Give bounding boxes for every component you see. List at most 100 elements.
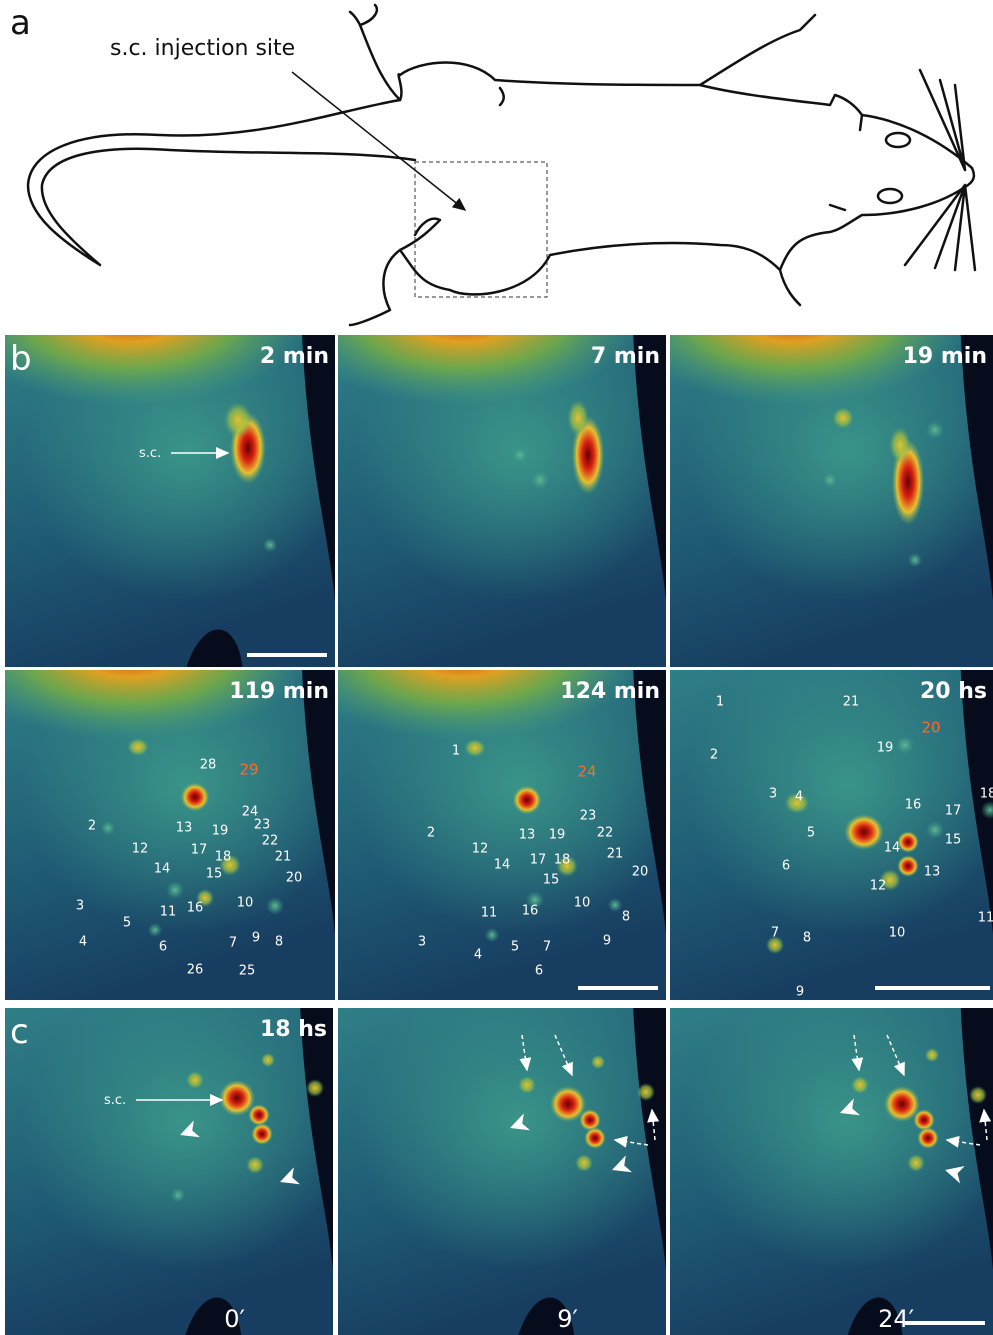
fluorescent-spot xyxy=(148,923,162,937)
annotation: s.c. xyxy=(139,446,161,461)
spot-number: 17 xyxy=(191,843,208,858)
spot-number: 11 xyxy=(160,905,177,920)
fluorescent-spot xyxy=(248,1104,270,1126)
fluorescent-spot xyxy=(925,1048,939,1062)
fluorescent-spot xyxy=(518,1076,536,1094)
spot-number: 10 xyxy=(237,896,254,911)
spot-number: 25 xyxy=(239,964,256,979)
panel-letter: c xyxy=(10,1012,29,1052)
fluorescent-spot xyxy=(127,738,149,756)
fluorescent-spot xyxy=(584,1127,606,1149)
fluorescent-spot xyxy=(485,928,499,942)
spot-number: 21 xyxy=(843,695,860,710)
fluorescent-spot xyxy=(575,1154,593,1172)
spot-number: 29 xyxy=(239,761,258,779)
fluorescent-spot xyxy=(181,783,210,812)
spot-number: 21 xyxy=(607,847,624,862)
fluorescent-spot xyxy=(897,855,919,877)
spot-number: 20 xyxy=(286,871,303,886)
spot-number: 15 xyxy=(945,833,962,848)
spot-number: 7 xyxy=(771,926,779,941)
image-frame: 7 min xyxy=(282,225,682,667)
image xyxy=(0,225,352,667)
fluorescent-spot xyxy=(823,473,837,487)
spot-number: 3 xyxy=(76,899,84,914)
panel-letter: a xyxy=(10,3,31,43)
fluorescent-spot xyxy=(926,821,944,839)
fluorescent-spot xyxy=(224,402,253,438)
spot-number: 5 xyxy=(123,916,131,931)
image-frame: 19 min xyxy=(615,225,993,667)
fluorescent-spot xyxy=(897,831,919,853)
spot-number: 9 xyxy=(603,934,611,949)
image xyxy=(615,225,993,667)
fluorescent-spot xyxy=(913,1109,935,1131)
fluorescent-spot xyxy=(591,1055,605,1069)
image-frame: 2 min s.c. xyxy=(0,225,352,667)
fluorescent-spot xyxy=(926,421,944,439)
image-frame: 18 hs0′s.c. xyxy=(5,975,349,1335)
spot-number: 2 xyxy=(710,748,718,763)
fluorescent-spot xyxy=(261,1053,275,1067)
fluorescent-spot xyxy=(171,1188,185,1202)
spot-number: 2 xyxy=(427,826,435,841)
top-glow xyxy=(282,225,643,405)
spot-number: 14 xyxy=(884,841,901,856)
time-label: 18 hs xyxy=(260,1017,327,1042)
elapsed-label: 9′ xyxy=(557,1305,578,1333)
time-label: 7 min xyxy=(591,344,660,369)
spot-number: 19 xyxy=(549,828,566,843)
spot-number: 13 xyxy=(519,828,536,843)
spot-number: 15 xyxy=(206,867,223,882)
fluorescent-spot xyxy=(513,448,527,462)
spot-number: 14 xyxy=(494,858,511,873)
spot-number: 4 xyxy=(795,790,803,805)
elapsed-label: 24′ xyxy=(878,1305,914,1333)
panel-letter: b xyxy=(10,339,32,379)
fluorescent-spot xyxy=(266,897,284,915)
panel-a: a s.c. injection site xyxy=(10,3,975,325)
spot-number: 16 xyxy=(522,904,539,919)
image-frame: 9′ xyxy=(338,975,682,1335)
spot-number: 18 xyxy=(554,853,571,868)
fluorescent-spot xyxy=(844,814,884,850)
fluorescent-spot xyxy=(907,1154,925,1172)
spot-number: 20 xyxy=(921,719,940,737)
spot-number: 17 xyxy=(530,853,547,868)
spot-number: 13 xyxy=(924,865,941,880)
spot-number: 16 xyxy=(905,798,922,813)
spot-number: 15 xyxy=(543,873,560,888)
spot-number: 12 xyxy=(132,842,149,857)
spot-number: 9 xyxy=(796,985,804,1000)
region-box xyxy=(415,162,547,297)
spot-number: 23 xyxy=(580,809,597,824)
spot-number: 11 xyxy=(978,911,993,926)
elapsed-label: 0′ xyxy=(224,1305,245,1333)
spot-number: 23 xyxy=(254,818,271,833)
fluorescent-spot xyxy=(186,1071,204,1089)
spot-number: 10 xyxy=(574,896,591,911)
spot-number: 12 xyxy=(472,842,489,857)
fluorescent-spot xyxy=(166,881,184,899)
time-label: 119 min xyxy=(229,679,329,704)
spot-number: 5 xyxy=(807,826,815,841)
spot-number: 3 xyxy=(769,787,777,802)
time-label: 2 min xyxy=(260,344,329,369)
spot-number: 22 xyxy=(262,834,279,849)
scale-bar xyxy=(875,986,990,990)
spot-number: 18 xyxy=(215,850,232,865)
spot-number: 6 xyxy=(535,964,543,979)
fluorescent-spot xyxy=(969,1086,987,1104)
image xyxy=(282,225,682,667)
fluorescent-spot xyxy=(531,471,549,489)
spot-number: 8 xyxy=(622,910,630,925)
fluorescent-spot xyxy=(889,427,911,463)
spot-number: 10 xyxy=(889,926,906,941)
spot-number: 12 xyxy=(870,879,887,894)
spot-number: 2 xyxy=(88,819,96,834)
time-label: 19 min xyxy=(903,344,987,369)
time-label: 20 hs xyxy=(920,679,987,704)
top-glow xyxy=(615,225,970,405)
spot-number: 7 xyxy=(229,936,237,951)
